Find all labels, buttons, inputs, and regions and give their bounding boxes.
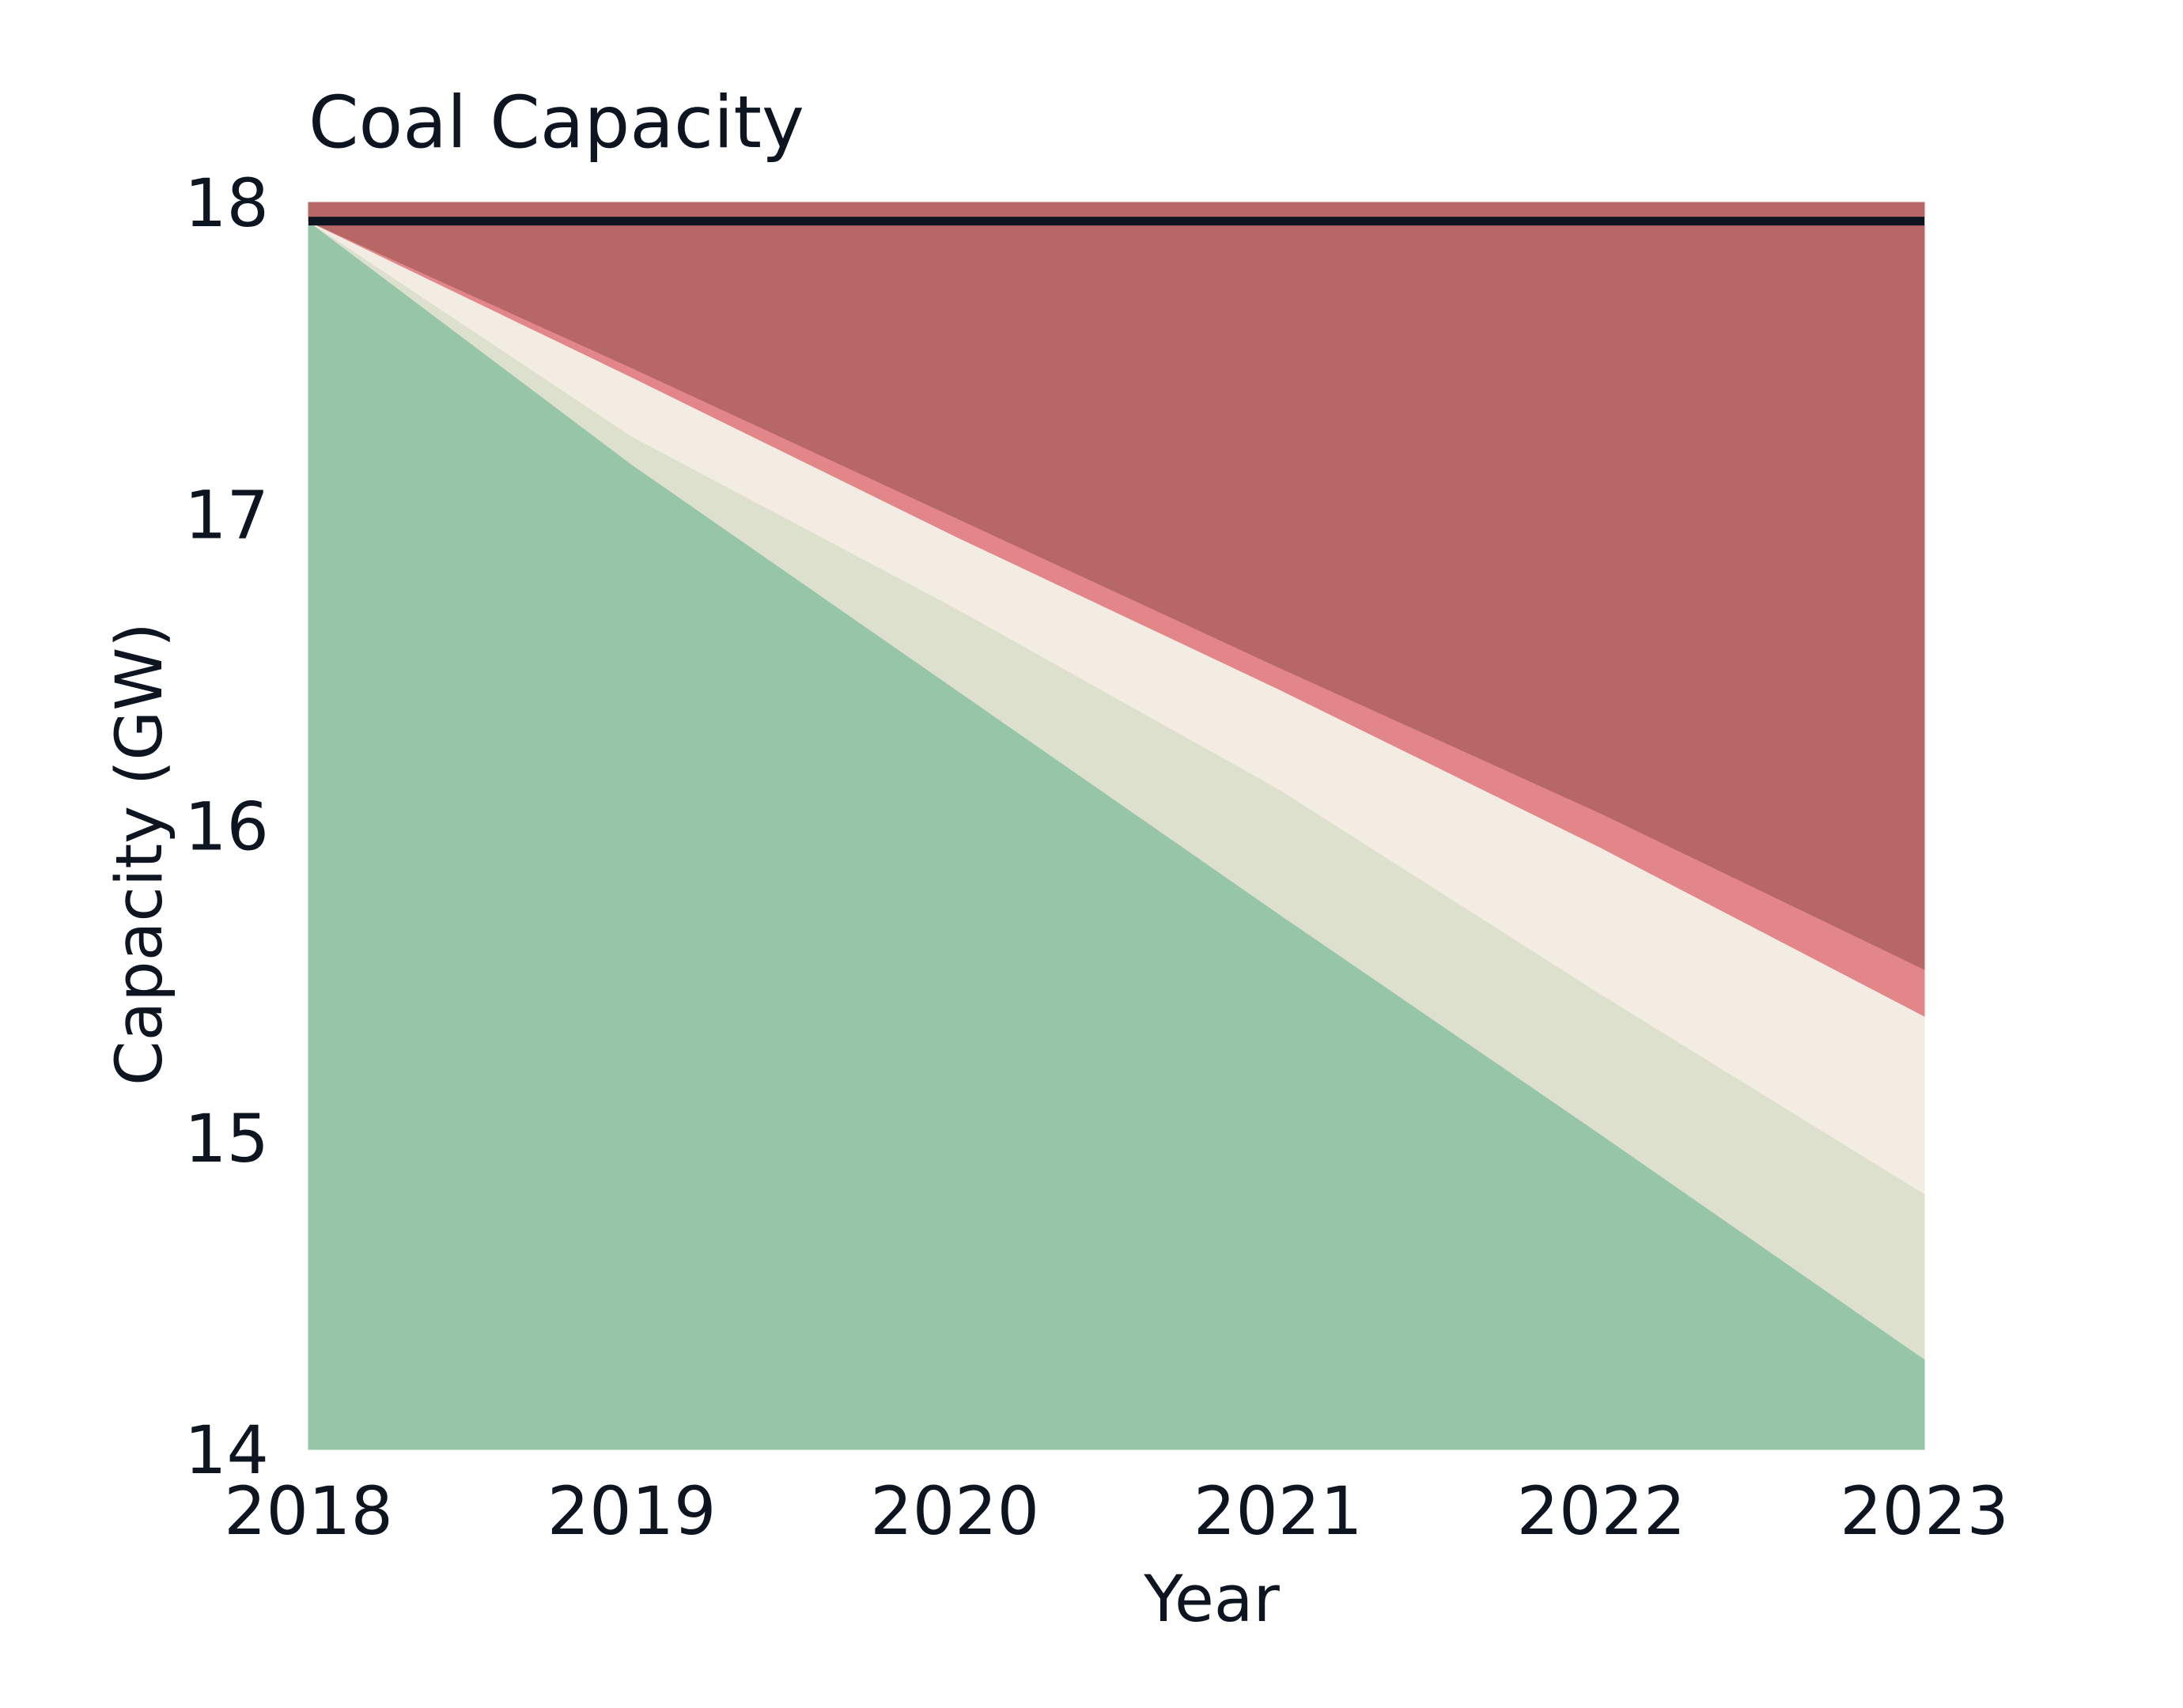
plot-area	[308, 202, 1925, 1450]
x-axis-label: Year	[1143, 1563, 1280, 1637]
x-tick-label: 2019	[547, 1472, 717, 1550]
y-axis-ticks: 14 15 16 17 18	[184, 164, 269, 1489]
x-axis-ticks: 2018 2019 2020 2021 2022 2023	[224, 1472, 2009, 1550]
y-tick-label: 15	[184, 1100, 269, 1177]
x-tick-label: 2018	[224, 1472, 393, 1550]
y-tick-label: 17	[184, 476, 269, 554]
y-tick-label: 16	[184, 788, 269, 866]
y-tick-label: 18	[184, 164, 269, 242]
x-tick-label: 2022	[1517, 1472, 1686, 1550]
y-tick-label: 14	[184, 1411, 269, 1489]
area-band-5	[308, 202, 1925, 970]
x-tick-label: 2020	[870, 1472, 1039, 1550]
y-axis-label: Capacity (GW)	[103, 622, 177, 1086]
x-tick-label: 2021	[1194, 1472, 1363, 1550]
chart-title: Coal Capacity	[308, 81, 804, 164]
x-tick-label: 2023	[1840, 1472, 2009, 1550]
